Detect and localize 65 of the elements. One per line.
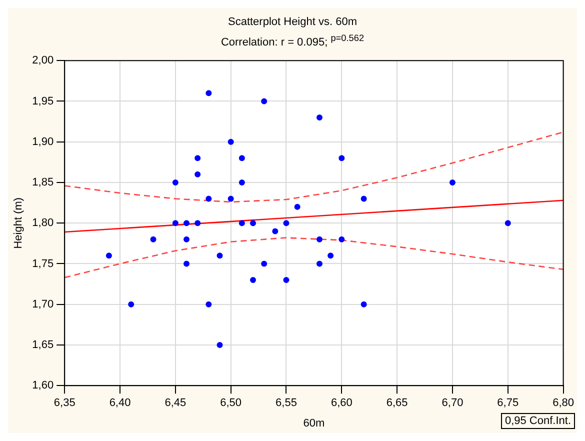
x-tick-label: 6,55 xyxy=(276,396,297,409)
point xyxy=(238,220,245,226)
x-tick-label: 6,35 xyxy=(54,396,76,409)
point xyxy=(172,220,178,226)
y-tick-label: 1,90 xyxy=(32,136,54,148)
chart-title: Scatterplot Height vs. 60m xyxy=(226,15,358,30)
point xyxy=(328,252,334,258)
x-tick-label: 6,75 xyxy=(497,396,519,409)
chart-subtitle: Correlation: r = 0.095; $^{p=0.562}$ xyxy=(220,32,366,51)
y-tick-label: 1,80 xyxy=(32,216,54,229)
point xyxy=(283,220,290,226)
point xyxy=(338,236,345,242)
point xyxy=(194,171,201,178)
x-tick-label: 6,45 xyxy=(164,396,186,409)
x-tick-label: 6,50 xyxy=(220,396,242,409)
point xyxy=(184,236,190,242)
point xyxy=(172,179,178,186)
y-tick-label: 1,85 xyxy=(32,176,54,188)
x-tick-label: 6,70 xyxy=(442,396,464,409)
point xyxy=(206,195,212,202)
point xyxy=(261,260,268,266)
point xyxy=(206,301,212,308)
text: 0,95 Conf.Int. xyxy=(500,413,575,429)
point xyxy=(184,260,190,266)
point xyxy=(504,220,511,226)
point xyxy=(216,252,223,258)
point xyxy=(216,342,223,348)
point xyxy=(206,90,212,96)
x-tick-label: 6,60 xyxy=(330,396,352,409)
y-tick-label: 2,00 xyxy=(32,54,54,66)
y-tick-label: 1,60 xyxy=(32,379,54,392)
point xyxy=(184,220,190,226)
y-tick-label: 1,65 xyxy=(32,338,54,351)
point xyxy=(338,154,345,161)
point xyxy=(194,154,201,161)
point xyxy=(238,154,245,161)
point xyxy=(261,98,268,104)
y-tick-label: 1,75 xyxy=(32,257,54,270)
point xyxy=(316,236,322,242)
point xyxy=(283,276,290,283)
point xyxy=(360,195,367,202)
x-tick-label: 6,40 xyxy=(109,396,131,409)
point xyxy=(250,220,256,226)
point xyxy=(316,260,322,266)
point xyxy=(294,204,300,210)
line-series xyxy=(64,131,564,202)
point xyxy=(449,179,456,186)
point xyxy=(128,301,134,308)
point xyxy=(150,236,156,242)
x-tick-label: 6,80 xyxy=(552,396,574,409)
x-axis-title: 60m xyxy=(303,417,325,430)
point xyxy=(106,252,112,258)
y-axis-title: Height (m) xyxy=(12,197,25,248)
line-series xyxy=(64,236,564,278)
y-tick-label: 1,95 xyxy=(32,94,54,107)
point xyxy=(316,114,322,120)
point xyxy=(194,220,201,226)
point xyxy=(250,276,256,283)
point xyxy=(272,228,278,234)
point xyxy=(228,138,234,145)
point xyxy=(360,301,367,308)
y-tick-label: 1,70 xyxy=(32,298,54,310)
point xyxy=(228,195,234,202)
point xyxy=(238,179,245,186)
x-tick-label: 6,65 xyxy=(386,396,408,409)
